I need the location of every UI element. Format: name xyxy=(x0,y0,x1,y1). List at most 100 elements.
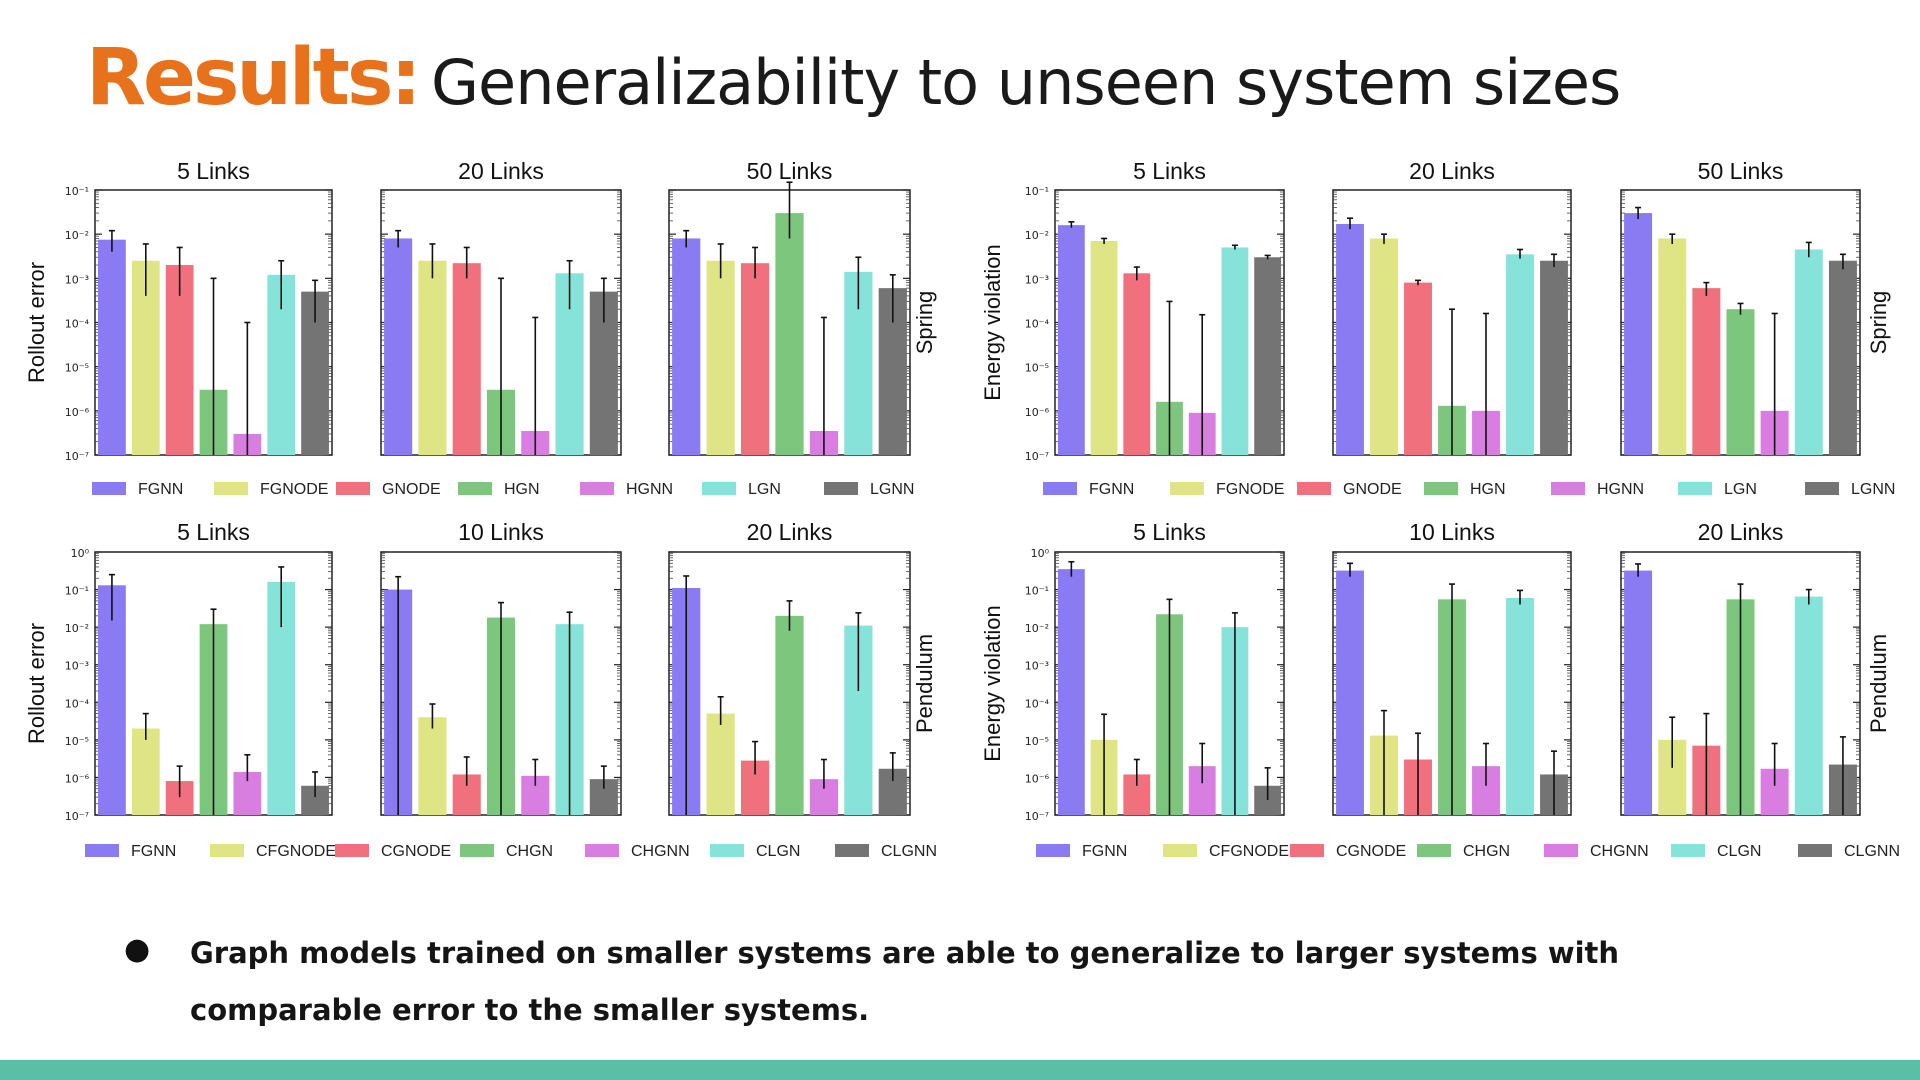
legend-swatch xyxy=(92,482,126,495)
y-tick-label: 10⁻² xyxy=(65,622,89,635)
bar xyxy=(1794,249,1823,455)
y-tick-label: 10⁻¹ xyxy=(65,585,89,598)
bar xyxy=(98,585,126,815)
legend-swatch xyxy=(1036,844,1070,857)
legend-swatch xyxy=(1805,482,1839,495)
y-tick-label: 10⁻⁵ xyxy=(65,362,89,375)
legend-swatch xyxy=(335,844,369,857)
title-prefix: Results: xyxy=(86,33,422,123)
panel-title: 5 Links xyxy=(177,158,250,184)
y-tick-label: 10⁻⁴ xyxy=(1025,318,1050,331)
y-tick-label: 10⁻¹ xyxy=(65,185,89,198)
bar xyxy=(131,728,160,815)
y-tick-label: 10⁻³ xyxy=(65,273,89,286)
legend-label: HGN xyxy=(1470,481,1506,498)
legend-swatch xyxy=(1290,844,1324,857)
y-tick-label: 10⁻² xyxy=(65,229,89,242)
bar xyxy=(1123,273,1151,455)
y-tick-label: 10⁻² xyxy=(1025,229,1049,242)
legend-swatch xyxy=(580,482,614,495)
legend-swatch xyxy=(1297,482,1331,495)
legend-label: CLGNN xyxy=(1844,843,1900,860)
bar xyxy=(418,260,447,455)
legend-swatch xyxy=(1671,844,1705,857)
panel-title: 10 Links xyxy=(1409,519,1495,545)
legend-swatch xyxy=(1043,482,1077,495)
y-tick-label: 10⁻³ xyxy=(65,660,89,673)
legend-label: FGNODE xyxy=(1216,481,1284,498)
legend-label: FGNN xyxy=(138,481,183,498)
legend-label: CFGNODE xyxy=(1209,843,1289,860)
legend-label: FGNN xyxy=(1082,843,1127,860)
y-axis-label: Energy violation xyxy=(980,605,1005,762)
legend-swatch xyxy=(336,482,370,495)
legend-swatch xyxy=(1170,482,1204,495)
slide-title: Results: Generalizability to unseen syst… xyxy=(86,18,1621,138)
bar xyxy=(1794,596,1823,815)
y-tick-label: 10⁻⁶ xyxy=(65,772,90,785)
legend-label: CGNODE xyxy=(1336,843,1406,860)
panel-title: 5 Links xyxy=(1133,519,1206,545)
panel-title: 20 Links xyxy=(1698,519,1784,545)
y-tick-label: 10⁻⁶ xyxy=(65,406,90,419)
y-tick-label: 10⁻⁵ xyxy=(1025,362,1049,375)
y-tick-label: 10⁻⁷ xyxy=(1025,810,1049,823)
bar xyxy=(1692,288,1721,455)
legend-label: CLGN xyxy=(756,843,800,860)
bar xyxy=(1090,241,1118,455)
legend-label: CLGN xyxy=(1717,843,1761,860)
legend-label: LGN xyxy=(748,481,781,498)
bar xyxy=(775,615,804,815)
legend-label: CHGN xyxy=(506,843,553,860)
y-tick-label: 10⁰ xyxy=(1031,547,1050,560)
bar xyxy=(1336,223,1364,455)
bar xyxy=(1828,260,1857,455)
legend-label: CLGNN xyxy=(881,843,937,860)
panel-title: 5 Links xyxy=(1133,158,1206,184)
bar xyxy=(418,717,447,815)
panel-title: 10 Links xyxy=(458,519,544,545)
bar xyxy=(1506,597,1534,815)
system-label: Spring xyxy=(912,291,937,355)
system-label: Spring xyxy=(1866,291,1891,355)
bar xyxy=(1624,213,1653,455)
legend-swatch xyxy=(210,844,244,857)
bar xyxy=(1254,257,1282,455)
y-tick-label: 10⁻⁴ xyxy=(1025,697,1050,710)
bar xyxy=(1404,282,1432,455)
legend-swatch xyxy=(835,844,869,857)
bar xyxy=(672,238,701,455)
system-label: Pendulum xyxy=(912,634,937,733)
bar xyxy=(384,238,413,455)
legend-swatch xyxy=(1424,482,1458,495)
legend-swatch xyxy=(702,482,736,495)
legend-label: CHGNN xyxy=(631,843,690,860)
legend-label: LGNN xyxy=(1851,481,1895,498)
y-tick-label: 10⁻¹ xyxy=(1025,185,1049,198)
y-axis-label: Rollout error xyxy=(24,623,49,744)
bar xyxy=(452,263,481,455)
legend-label: HGNN xyxy=(626,481,673,498)
legend-swatch xyxy=(824,482,858,495)
legend-swatch xyxy=(458,482,492,495)
legend-swatch xyxy=(460,844,494,857)
bar xyxy=(1057,569,1085,815)
legend-label: LGNN xyxy=(870,481,914,498)
bar xyxy=(1336,570,1364,815)
bar xyxy=(98,239,126,455)
panel-title: 20 Links xyxy=(747,519,833,545)
bar xyxy=(740,263,770,455)
legend-swatch xyxy=(1551,482,1585,495)
bar xyxy=(1624,570,1653,815)
legend-swatch xyxy=(214,482,248,495)
y-tick-label: 10⁻³ xyxy=(1025,273,1049,286)
legend-label: FGNODE xyxy=(260,481,328,498)
y-axis-label: Energy violation xyxy=(980,244,1005,401)
bar xyxy=(1540,260,1568,455)
y-axis-label: Rollout error xyxy=(24,262,49,383)
bar xyxy=(706,713,735,815)
legend-label: HGN xyxy=(504,481,540,498)
legend-swatch xyxy=(1417,844,1451,857)
legend-swatch xyxy=(1798,844,1832,857)
